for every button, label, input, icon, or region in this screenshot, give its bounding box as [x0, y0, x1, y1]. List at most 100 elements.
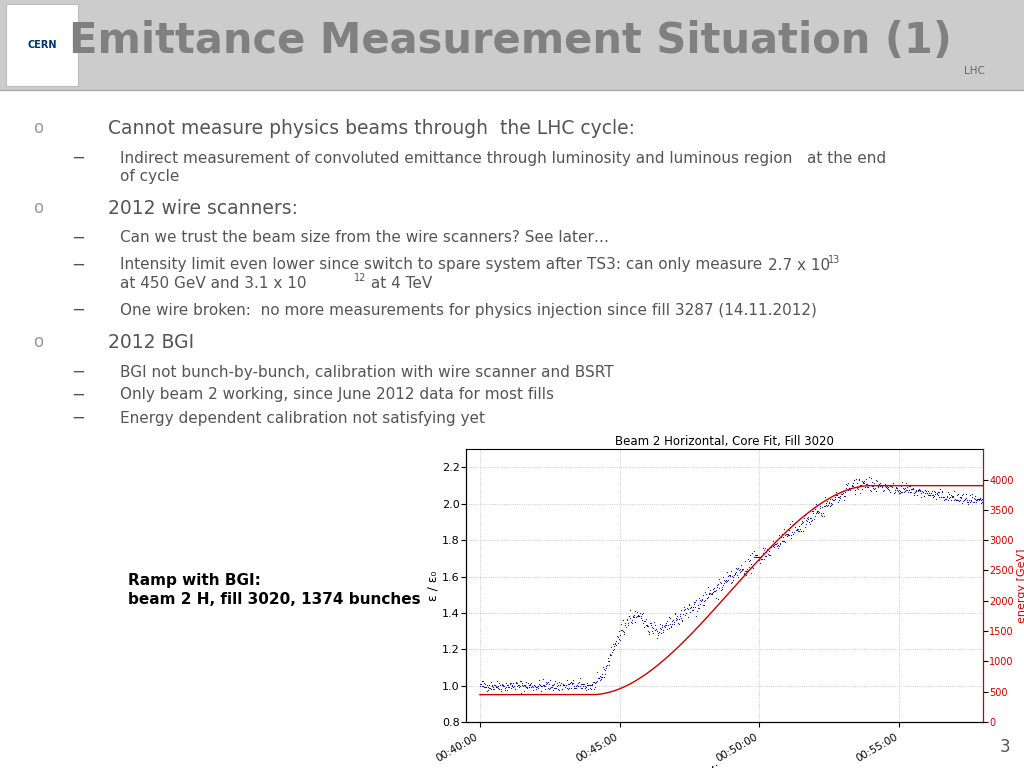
Point — [874, 480, 891, 492]
Point — [596, 663, 612, 675]
Point — [870, 481, 887, 493]
Point — [627, 615, 643, 627]
Point — [495, 679, 511, 691]
Point — [716, 574, 732, 586]
Point — [929, 486, 945, 498]
Point — [574, 680, 591, 692]
Point — [640, 620, 656, 632]
Point — [712, 581, 728, 594]
Point — [939, 490, 955, 502]
Point — [562, 677, 579, 690]
Point — [822, 497, 839, 509]
Point — [656, 621, 673, 634]
Point — [749, 549, 765, 561]
Point — [931, 485, 947, 498]
Point — [874, 479, 891, 492]
Point — [721, 568, 737, 581]
Text: Only beam 2 working, since June 2012 data for most fills: Only beam 2 working, since June 2012 dat… — [120, 388, 554, 402]
Point — [609, 630, 626, 642]
Point — [951, 492, 968, 504]
Point — [786, 521, 803, 533]
Point — [510, 681, 526, 694]
Point — [580, 683, 596, 695]
Point — [612, 624, 629, 637]
Point — [898, 477, 914, 489]
Point — [842, 482, 858, 495]
Point — [959, 496, 976, 508]
Point — [785, 518, 802, 530]
Point — [664, 620, 680, 632]
Point — [568, 678, 585, 690]
Point — [831, 491, 848, 503]
Point — [846, 475, 862, 487]
Point — [615, 614, 632, 626]
Point — [886, 487, 902, 499]
Point — [497, 681, 513, 694]
Point — [751, 551, 767, 564]
Point — [855, 477, 871, 489]
Point — [769, 539, 785, 551]
Point — [751, 554, 767, 566]
Point — [507, 683, 523, 695]
Point — [620, 619, 636, 631]
Point — [551, 676, 567, 688]
Point — [778, 528, 795, 540]
Point — [889, 485, 905, 497]
Point — [564, 677, 581, 690]
Point — [521, 681, 538, 694]
Point — [737, 564, 754, 577]
Point — [501, 681, 517, 694]
Point — [474, 680, 490, 692]
Point — [913, 485, 930, 498]
Point — [744, 561, 761, 574]
Point — [584, 678, 600, 690]
Point — [932, 491, 948, 503]
Point — [957, 492, 974, 504]
Point — [687, 596, 703, 608]
Point — [921, 487, 937, 499]
Point — [885, 477, 901, 489]
Point — [802, 511, 818, 524]
Point — [957, 492, 974, 505]
Point — [732, 566, 749, 578]
Point — [804, 505, 820, 518]
Point — [854, 476, 870, 488]
Point — [916, 490, 933, 502]
Point — [637, 615, 653, 627]
Point — [481, 682, 498, 694]
Point — [515, 679, 531, 691]
Point — [948, 494, 965, 506]
Point — [880, 482, 896, 495]
Point — [687, 601, 703, 614]
Point — [727, 562, 743, 574]
Point — [930, 486, 946, 498]
Bar — [0, 90, 1024, 768]
Point — [866, 477, 883, 489]
Point — [540, 682, 556, 694]
Point — [760, 548, 776, 561]
Point — [797, 509, 813, 521]
Point — [706, 585, 722, 598]
Point — [689, 605, 706, 617]
Point — [835, 486, 851, 498]
Point — [676, 601, 692, 613]
Point — [913, 491, 930, 503]
Point — [493, 683, 509, 695]
Point — [724, 576, 740, 588]
Point — [817, 496, 834, 508]
Point — [507, 683, 523, 695]
Point — [714, 584, 730, 596]
Point — [726, 568, 742, 581]
Point — [537, 680, 553, 692]
Point — [706, 583, 722, 595]
Point — [878, 481, 894, 493]
Point — [772, 538, 788, 550]
Point — [649, 627, 666, 639]
Point — [529, 680, 546, 692]
Point — [798, 514, 814, 526]
Point — [539, 677, 555, 690]
Point — [787, 516, 804, 528]
Point — [473, 677, 489, 690]
Point — [811, 505, 827, 518]
Point — [666, 618, 682, 631]
